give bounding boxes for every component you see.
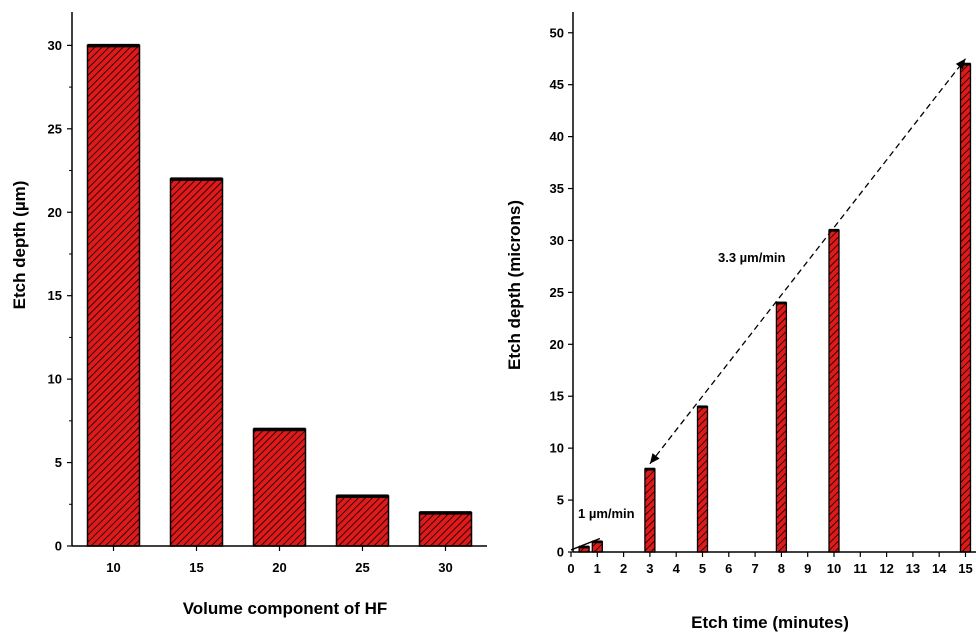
left-y-axis-title: Etch depth (µm) xyxy=(10,181,29,310)
right-bar xyxy=(775,302,788,553)
right-y-tick-label: 20 xyxy=(550,337,564,352)
right-x-tick-label: 4 xyxy=(673,561,681,576)
right-x-tick-label: 13 xyxy=(906,561,920,576)
left-chart: 0 5 10 15 20 25 30 10 15 20 25 30 Volume component… xyxy=(10,12,487,618)
right-bar-cap xyxy=(592,540,603,544)
left-bar xyxy=(86,44,141,547)
right-x-tick-label: 8 xyxy=(778,561,785,576)
right-bar-cap xyxy=(644,467,655,471)
right-y-tick-label: 40 xyxy=(550,129,564,144)
slope-label-1: 1 µm/min xyxy=(578,506,635,521)
right-bar xyxy=(828,229,840,553)
right-y-tick-label: 50 xyxy=(550,25,564,40)
right-x-tick-label: 2 xyxy=(620,561,627,576)
slope-arrow-head-end xyxy=(955,58,966,70)
right-bar xyxy=(696,405,709,553)
left-bar-cap xyxy=(87,43,140,48)
right-x-tick-label: 10 xyxy=(827,561,841,576)
right-bar-cap xyxy=(697,405,708,409)
left-y-tick-label: 25 xyxy=(48,121,62,136)
right-y-ticks: 0 5 10 15 20 25 30 35 40 45 50 xyxy=(550,25,573,560)
left-y-ticks: 0 5 10 15 20 25 30 xyxy=(48,38,72,554)
right-x-tick-label: 14 xyxy=(932,561,947,576)
right-x-tick-label: 7 xyxy=(751,561,758,576)
left-y-tick-label: 5 xyxy=(55,455,62,470)
left-x-tick-label: 25 xyxy=(355,560,369,575)
left-x-tick-label: 15 xyxy=(189,560,203,575)
right-x-tick-label: 0 xyxy=(567,561,574,576)
left-x-ticks: 10 15 20 25 30 xyxy=(106,546,453,575)
left-bar xyxy=(335,495,390,547)
slope-line-2 xyxy=(649,58,967,465)
right-bar-cap xyxy=(960,62,971,66)
right-y-tick-label: 15 xyxy=(550,389,564,404)
slope-line-1 xyxy=(570,537,601,551)
left-x-tick-label: 30 xyxy=(438,560,452,575)
left-x-tick-label: 20 xyxy=(272,560,286,575)
right-x-tick-label: 12 xyxy=(879,561,893,576)
right-annotations: 1 µm/min 3.3 µm/min xyxy=(570,58,967,551)
left-y-tick-label: 30 xyxy=(48,38,62,53)
right-bar-cap xyxy=(776,301,787,305)
left-bar xyxy=(418,511,473,547)
right-y-tick-label: 5 xyxy=(557,493,564,508)
left-y-tick-label: 0 xyxy=(55,539,62,554)
left-bar xyxy=(169,178,224,547)
right-y-tick-label: 30 xyxy=(550,233,564,248)
left-bar-cap xyxy=(419,511,472,515)
left-y-tick-label: 10 xyxy=(48,372,62,387)
left-y-tick-label: 15 xyxy=(48,288,62,303)
left-bars xyxy=(86,43,473,547)
right-bar-cap xyxy=(829,228,839,232)
right-x-ticks: 0 1 2 3 4 5 6 7 8 9 10 11 12 13 14 15 xyxy=(567,552,973,576)
right-y-tick-label: 25 xyxy=(550,285,564,300)
right-x-tick-label: 1 xyxy=(594,561,601,576)
right-y-tick-label: 10 xyxy=(550,441,564,456)
right-bars xyxy=(578,62,972,553)
right-y-tick-label: 45 xyxy=(550,77,564,92)
right-x-tick-label: 5 xyxy=(699,561,706,576)
left-x-axis-title: Volume component of HF xyxy=(183,599,388,618)
right-bar xyxy=(644,468,656,553)
left-bar-cap xyxy=(336,494,389,498)
left-x-tick-label: 10 xyxy=(106,560,120,575)
right-y-tick-label: 35 xyxy=(550,181,564,196)
right-x-tick-label: 15 xyxy=(958,561,972,576)
slope-arrow-head-start xyxy=(649,453,660,464)
right-y-axis-title: Etch depth (microns) xyxy=(505,200,524,370)
left-bar-cap xyxy=(253,427,306,432)
left-bar xyxy=(252,428,307,547)
left-bar-cap xyxy=(170,177,223,181)
slope-label-2: 3.3 µm/min xyxy=(718,250,786,265)
right-y-tick-label: 0 xyxy=(557,545,564,560)
right-x-tick-label: 9 xyxy=(804,561,811,576)
right-bar xyxy=(959,63,972,553)
right-x-tick-label: 3 xyxy=(646,561,653,576)
right-x-tick-label: 6 xyxy=(725,561,732,576)
right-x-axis-title: Etch time (minutes) xyxy=(691,613,849,632)
right-bar-cap xyxy=(579,545,590,549)
right-x-tick-label: 11 xyxy=(853,561,867,576)
left-y-tick-label: 20 xyxy=(48,205,62,220)
